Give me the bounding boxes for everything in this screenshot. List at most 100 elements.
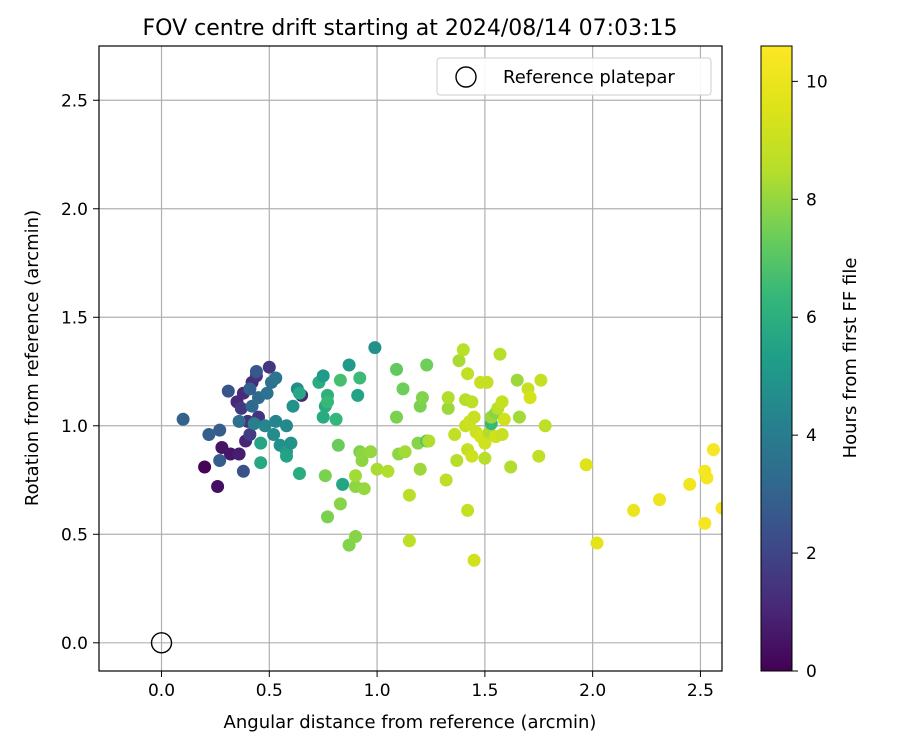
y-axis-ticks: 0.0 0.5 1.0 1.5 2.0 2.5 — [61, 91, 99, 654]
data-point — [579, 458, 593, 472]
data-point — [420, 358, 434, 372]
data-point — [254, 456, 268, 470]
x-axis-ticks: 0.0 0.5 1.0 1.5 2.0 2.5 — [148, 671, 714, 701]
reference-marker — [150, 632, 173, 654]
data-point — [351, 388, 365, 402]
data-point — [493, 347, 507, 361]
data-point — [480, 375, 494, 389]
data-point — [510, 373, 524, 387]
x-tick-label: 0.5 — [256, 681, 283, 701]
data-point — [465, 449, 479, 463]
data-point — [232, 414, 246, 428]
y-tick-label: 0.0 — [61, 634, 88, 654]
plot-frame — [98, 45, 723, 672]
y-tick-label: 1.0 — [61, 417, 88, 437]
data-point — [364, 445, 378, 459]
data-point — [329, 412, 343, 426]
data-point — [683, 477, 697, 491]
colorbar-tick-label: 0 — [806, 662, 817, 682]
data-point — [390, 410, 403, 424]
data-point — [221, 384, 235, 398]
data-point — [176, 412, 190, 426]
data-point — [353, 371, 367, 385]
data-point — [249, 365, 263, 378]
data-point — [478, 436, 492, 450]
data-point — [534, 373, 548, 387]
data-point — [342, 358, 356, 372]
data-point — [213, 423, 227, 437]
data-point — [234, 401, 248, 415]
y-tick-label: 1.5 — [61, 308, 88, 328]
data-point — [280, 419, 293, 433]
data-point — [269, 371, 283, 385]
y-axis-label: Rotation from reference (arcmin) — [22, 210, 43, 506]
data-point — [349, 530, 362, 543]
data-point — [321, 510, 334, 524]
data-point — [398, 445, 412, 459]
data-point — [260, 386, 274, 400]
data-point — [467, 410, 481, 424]
x-tick-label: 2.0 — [579, 681, 606, 701]
data-point — [448, 428, 462, 441]
legend-label: Reference platepar — [503, 67, 675, 88]
data-point — [333, 373, 347, 387]
data-point — [415, 391, 429, 405]
data-point — [243, 382, 257, 396]
reference-point — [150, 632, 173, 654]
legend-box — [436, 57, 712, 96]
data-point — [232, 447, 246, 461]
colorbar-tick-label: 4 — [806, 426, 817, 446]
data-point — [413, 462, 427, 476]
data-point — [247, 417, 261, 431]
x-tick-label: 0.0 — [148, 681, 175, 701]
colorbar-gradient — [760, 45, 793, 672]
data-point — [402, 488, 416, 502]
data-point — [467, 553, 481, 567]
data-point — [512, 410, 526, 424]
data-point — [336, 477, 350, 491]
data-point — [262, 360, 276, 374]
data-point — [532, 449, 546, 463]
data-point — [390, 362, 403, 376]
data-point — [497, 412, 511, 426]
colorbar-ticks: 0 2 4 6 8 10 — [792, 72, 828, 682]
data-point — [456, 343, 470, 357]
data-point — [450, 454, 464, 467]
data-point — [461, 367, 475, 381]
data-point — [627, 503, 641, 517]
colorbar: 0 2 4 6 8 10 Hours from first FF file — [760, 45, 861, 682]
data-point — [280, 449, 293, 463]
data-point — [258, 419, 272, 433]
data-point — [452, 354, 466, 368]
data-point — [284, 436, 298, 450]
colorbar-tick-label: 2 — [806, 544, 817, 564]
colorbar-tick-label: 6 — [806, 308, 817, 328]
data-point — [590, 536, 604, 550]
data-point — [495, 395, 509, 409]
data-point — [441, 391, 455, 405]
data-point — [495, 428, 509, 441]
data-point — [396, 382, 410, 396]
data-point — [504, 460, 518, 474]
legend: Reference platepar — [436, 57, 712, 96]
data-point — [402, 534, 416, 548]
data-point — [236, 464, 250, 478]
data-point — [293, 386, 306, 400]
data-point — [700, 471, 714, 485]
data-point — [698, 516, 712, 530]
data-point — [254, 436, 268, 450]
data-point — [706, 443, 720, 457]
data-point — [523, 391, 537, 405]
data-point — [461, 503, 475, 517]
data-point — [321, 395, 334, 409]
x-tick-label: 1.0 — [364, 681, 391, 701]
data-point — [198, 460, 212, 474]
x-tick-label: 2.5 — [687, 681, 714, 701]
data-point — [422, 434, 436, 448]
data-point — [715, 501, 722, 515]
data-point — [333, 497, 347, 511]
y-tick-label: 0.5 — [61, 525, 88, 545]
data-point — [316, 410, 330, 424]
data-point — [355, 454, 369, 467]
